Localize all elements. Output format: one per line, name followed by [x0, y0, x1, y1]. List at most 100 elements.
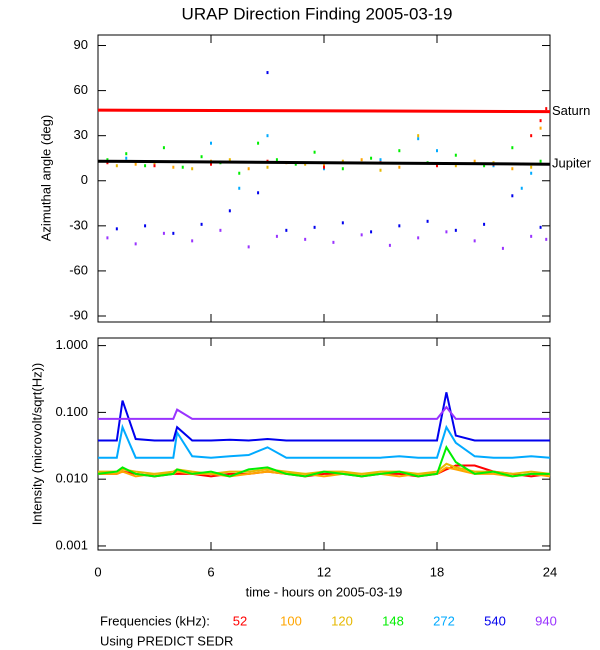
x-axis-label: time - hours on 2005-03-19 [246, 584, 403, 599]
point [341, 167, 344, 171]
point [228, 158, 231, 162]
point [492, 164, 495, 168]
y-axis-label: Azimuthal angle (deg) [38, 115, 53, 241]
reference-line [97, 108, 551, 114]
x-tick-label: 24 [543, 564, 557, 579]
point [106, 236, 109, 240]
reference-line [97, 159, 551, 166]
point [539, 126, 542, 130]
point [483, 222, 486, 226]
plot-frame [97, 34, 551, 323]
point [539, 159, 542, 163]
point [379, 158, 382, 162]
reference-label: Jupiter [552, 156, 592, 171]
point [417, 134, 420, 138]
point [210, 141, 212, 145]
x-tick-label: 12 [317, 564, 331, 579]
point [445, 230, 448, 234]
point [360, 158, 363, 162]
point [398, 149, 401, 153]
point [266, 71, 269, 75]
point [545, 107, 548, 111]
point [454, 228, 457, 232]
point [313, 150, 316, 154]
point [162, 146, 165, 150]
point [210, 162, 212, 166]
plot-frame [97, 337, 551, 551]
point [370, 230, 373, 234]
point [511, 146, 514, 150]
point [417, 236, 420, 240]
point [473, 159, 476, 163]
y-tick-label: 0.010 [55, 471, 88, 486]
series-line [98, 466, 551, 478]
y-tick-label: 30 [74, 127, 88, 142]
point [360, 233, 363, 237]
point [454, 164, 457, 168]
point [238, 171, 241, 175]
point [275, 234, 278, 238]
point [530, 165, 533, 169]
chart-title: URAP Direction Finding 2005-03-19 [182, 4, 453, 23]
point [266, 165, 269, 169]
x-tick-label: 0 [94, 564, 101, 579]
legend-label: 272 [433, 613, 455, 628]
series-line [97, 445, 550, 478]
point [304, 162, 307, 166]
y-tick-label: -60 [69, 262, 88, 277]
point [125, 152, 128, 156]
point [323, 164, 325, 168]
point [398, 165, 401, 169]
y-tick-label: 1.000 [55, 337, 88, 352]
point [125, 156, 128, 160]
point [436, 164, 438, 168]
point [275, 158, 278, 162]
point [313, 225, 316, 229]
legend-label: 148 [382, 613, 404, 628]
point [162, 231, 165, 235]
point [511, 167, 514, 171]
point [483, 164, 486, 168]
point [228, 209, 231, 213]
point [172, 231, 175, 235]
x-tick-label: 18 [430, 564, 444, 579]
legend-title: Frequencies (kHz): [100, 613, 210, 628]
y-tick-label: 60 [74, 82, 88, 97]
point [200, 155, 203, 159]
legend-label: 120 [331, 613, 353, 628]
point [501, 246, 504, 250]
point [191, 167, 194, 171]
series-line [98, 462, 551, 475]
point [153, 164, 156, 168]
point [388, 243, 391, 247]
point [200, 222, 203, 226]
point [332, 240, 335, 244]
legend-label: 940 [535, 613, 557, 628]
point [247, 245, 250, 249]
point [545, 237, 548, 241]
point [247, 167, 250, 171]
series-line [98, 405, 550, 420]
point [181, 165, 184, 169]
x-tick-label: 6 [207, 564, 214, 579]
y-axis-label: Intensity (microvolt/sqrt(Hz)) [29, 363, 44, 526]
y-tick-label: 0 [81, 172, 88, 187]
point [257, 191, 260, 195]
point [115, 164, 118, 168]
point [304, 237, 307, 241]
y-tick-label: 0.001 [55, 537, 88, 552]
series-line [98, 392, 550, 442]
point [172, 165, 175, 169]
point [266, 134, 269, 138]
point [106, 158, 109, 162]
point [417, 137, 420, 141]
legend-label: 52 [233, 613, 247, 628]
point [134, 242, 137, 246]
point [323, 167, 325, 171]
point [379, 168, 382, 172]
point [370, 156, 373, 160]
point [257, 141, 260, 145]
point [238, 186, 241, 190]
legend-label: 100 [280, 613, 302, 628]
y-tick-label: 90 [74, 37, 88, 52]
